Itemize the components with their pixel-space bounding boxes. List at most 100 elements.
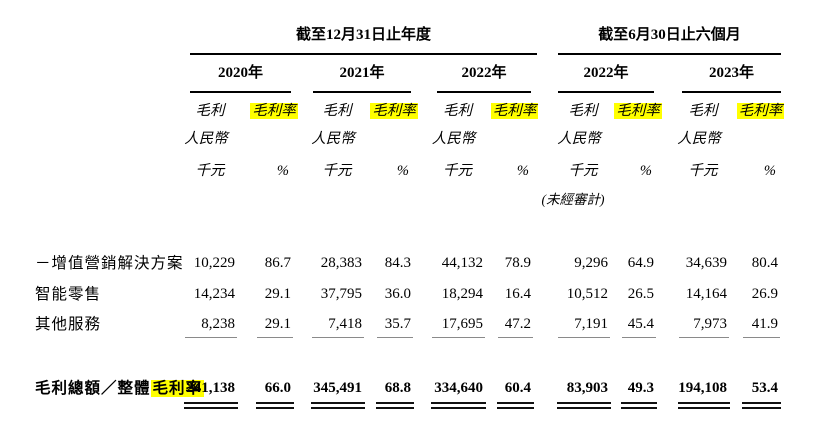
year-header: 2021年 <box>339 65 385 81</box>
row-underline <box>257 337 293 339</box>
total-double-rule-top <box>678 402 730 404</box>
total-double-rule-bottom <box>621 407 657 409</box>
period-group-underline <box>190 53 537 55</box>
total-double-rule-bottom <box>376 407 414 409</box>
table-cell: 37,795 <box>320 286 362 302</box>
row-underline <box>622 337 656 339</box>
col-header-gross-profit: 毛利 <box>443 103 472 119</box>
total-cell: 241,138 <box>186 380 235 396</box>
period-group-title: 截至6月30日止六個月 <box>598 27 741 43</box>
total-cell: 49.3 <box>627 380 654 396</box>
row-underline <box>558 337 610 339</box>
table-cell: 29.1 <box>264 286 291 302</box>
table-cell: 78.9 <box>504 255 531 271</box>
table-cell: 41.9 <box>751 316 778 332</box>
table-cell: 26.5 <box>627 286 654 302</box>
col-header-percent: % <box>276 163 289 179</box>
table-cell: 35.7 <box>384 316 411 332</box>
col-header-percent: % <box>763 163 776 179</box>
col-header-percent: % <box>396 163 409 179</box>
table-cell: 64.9 <box>627 255 654 271</box>
table-cell: 14,234 <box>193 286 235 302</box>
table-cell: 47.2 <box>504 316 531 332</box>
total-cell: 53.4 <box>751 380 778 396</box>
row-underline <box>377 337 413 339</box>
total-double-rule-bottom <box>184 407 238 409</box>
col-header-currency: 人民幣 <box>311 131 355 147</box>
total-double-rule-bottom <box>678 407 730 409</box>
col-header-gross-margin: 毛利率 <box>735 102 786 120</box>
total-row-label: 毛利總額／整體 毛利率 <box>35 379 205 398</box>
col-header-gross-profit: 毛利 <box>688 103 718 119</box>
total-label-highlight: 毛利率 <box>150 380 205 397</box>
row-underline <box>185 337 237 339</box>
col-header-gross-profit: 毛利 <box>568 103 598 119</box>
year-header: 2020年 <box>217 65 263 81</box>
table-cell: 80.4 <box>751 255 778 271</box>
table-cell: 44,132 <box>441 255 483 271</box>
row-label: －增值營銷解決方案 <box>35 255 184 272</box>
col-header-unit: 千元 <box>322 163 352 179</box>
total-cell: 83,903 <box>566 380 608 396</box>
table-cell: 9,296 <box>574 255 608 271</box>
total-double-rule-top <box>431 402 486 404</box>
col-header-currency: 人民幣 <box>557 131 601 147</box>
row-underline <box>432 337 485 339</box>
total-double-rule-top <box>184 402 238 404</box>
total-double-rule-bottom <box>497 407 534 409</box>
table-cell: 7,191 <box>574 316 608 332</box>
table-cell: 16.4 <box>504 286 531 302</box>
table-cell: 34,639 <box>685 255 727 271</box>
total-double-rule-top <box>742 402 781 404</box>
period-group-title: 截至12月31日止年度 <box>295 27 431 43</box>
total-double-rule-bottom <box>256 407 294 409</box>
col-header-currency: 人民幣 <box>184 131 228 147</box>
total-double-rule-bottom <box>311 407 365 409</box>
col-header-gross-margin: 毛利率 <box>249 102 299 120</box>
unaudited-note: (未經審計) <box>541 192 605 207</box>
period-group-underline <box>558 53 781 55</box>
total-double-rule-top <box>311 402 365 404</box>
table-cell: 17,695 <box>441 316 483 332</box>
year-underline <box>558 91 654 93</box>
table-cell: 18,294 <box>441 286 483 302</box>
table-cell: 7,973 <box>693 316 727 332</box>
year-header: 2023年 <box>708 65 754 81</box>
table-cell: 86.7 <box>264 255 291 271</box>
table-cell: 8,238 <box>201 316 235 332</box>
table-cell: 84.3 <box>384 255 411 271</box>
col-header-currency: 人民幣 <box>677 131 721 147</box>
table-cell: 28,383 <box>320 255 362 271</box>
col-header-gross-margin: 毛利率 <box>490 102 539 120</box>
table-cell: 29.1 <box>264 316 291 332</box>
row-underline <box>498 337 533 339</box>
total-double-rule-top <box>557 402 611 404</box>
table-cell: 10,512 <box>566 286 608 302</box>
table-cell: 14,164 <box>685 286 727 302</box>
col-header-unit: 千元 <box>195 163 225 179</box>
year-underline <box>190 91 291 93</box>
col-header-gross-margin: 毛利率 <box>614 102 662 120</box>
table-cell: 10,229 <box>193 255 235 271</box>
col-header-gross-profit: 毛利 <box>195 103 225 119</box>
year-header: 2022年 <box>583 65 629 81</box>
total-double-rule-top <box>621 402 657 404</box>
total-double-rule-bottom <box>557 407 611 409</box>
table-cell: 45.4 <box>627 316 654 332</box>
total-double-rule-top <box>256 402 294 404</box>
row-label: 其他服務 <box>35 316 102 333</box>
row-label: 智能零售 <box>35 286 102 303</box>
table-cell: 26.9 <box>751 286 778 302</box>
row-underline <box>743 337 780 339</box>
col-header-unit: 千元 <box>568 163 598 179</box>
total-double-rule-bottom <box>431 407 486 409</box>
total-double-rule-top <box>497 402 534 404</box>
total-double-rule-top <box>376 402 414 404</box>
gross-margin-highlight: 毛利率 <box>736 103 785 119</box>
table-cell: 7,418 <box>328 316 362 332</box>
total-cell: 345,491 <box>313 380 362 396</box>
row-underline <box>312 337 364 339</box>
year-underline <box>682 91 781 93</box>
col-header-currency: 人民幣 <box>431 131 476 147</box>
col-header-percent: % <box>639 163 652 179</box>
